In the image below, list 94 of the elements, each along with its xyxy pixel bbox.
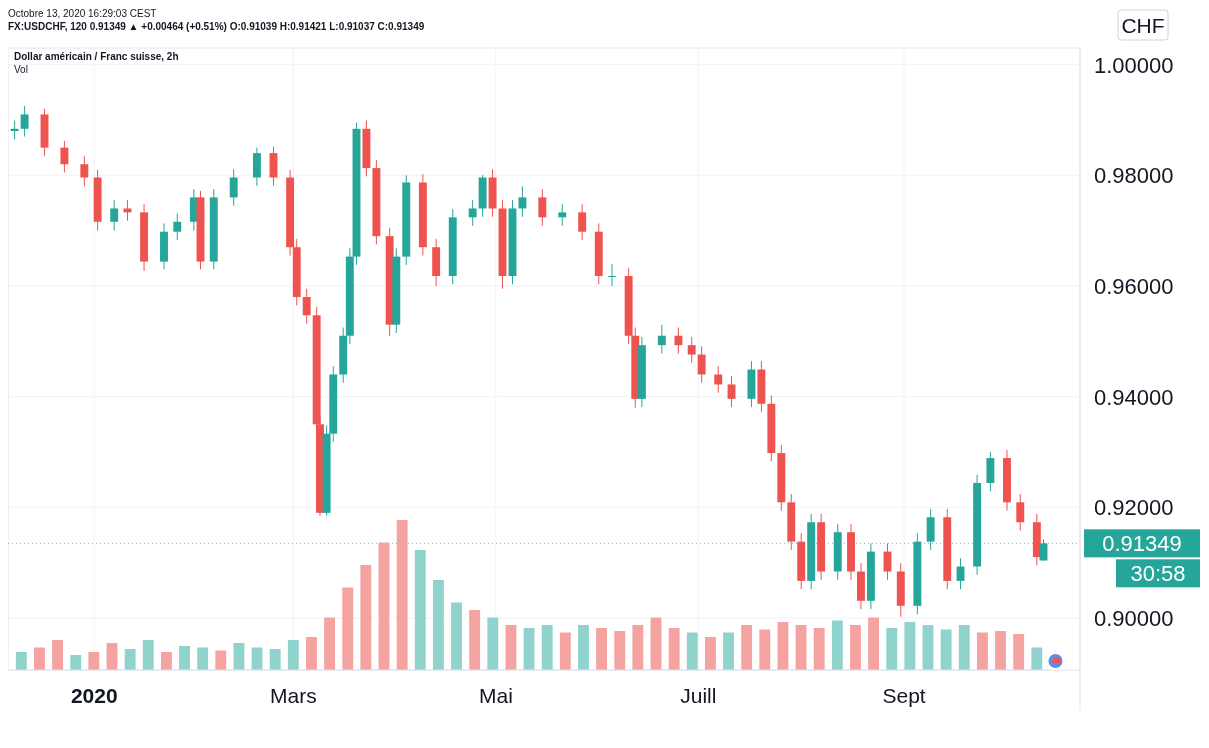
text: 30:58 [1130,561,1186,587]
candlestick [173,212,182,241]
candlestick [558,203,567,227]
bar [142,640,154,670]
candlestick [657,324,666,354]
bar [269,649,281,670]
bar [160,652,172,670]
candlestick [60,140,69,174]
candlestick [80,155,89,187]
bar [686,632,698,670]
candlestick [518,185,527,218]
bar [360,565,372,670]
bar [124,649,136,670]
bar [306,637,317,670]
bar [287,640,299,670]
chart-title: Dollar américain / Franc suisse, 2h [14,51,179,62]
bar [233,643,245,670]
bar [414,550,426,670]
candlestick [468,199,477,227]
y-tick-label: 0.90000 [1094,605,1174,631]
chart-subtitle: FX:USDCHF, 120 0.91349 ▲ +0.00464 (+0.51%) O:0.91039 H:0.91421 L:0.91037 C:0.91349 [8,21,425,32]
text: CHF [1121,14,1165,37]
bar [850,625,861,670]
bar [215,650,227,670]
candlestick [538,188,547,227]
bar [378,542,390,670]
candlestick [229,168,238,207]
bar [324,617,336,670]
bar [88,652,100,670]
bar [179,646,190,670]
bar [1013,634,1025,670]
bar [958,625,970,670]
bar [451,602,462,670]
bar [668,628,680,670]
candlestick [674,326,683,354]
candlestick [608,263,616,287]
y-tick-label: 0.94000 [1094,384,1174,410]
bar [487,617,499,670]
bar [976,632,988,670]
candlestick [578,203,587,241]
bar [342,587,354,670]
bar [1031,647,1043,670]
bar [559,632,571,670]
bar [396,520,408,670]
bar [197,647,209,670]
candlestick [687,336,696,364]
bar [578,625,589,670]
bar [70,655,82,670]
bar [469,610,481,670]
chart-title: Vol [14,64,28,75]
bar [940,629,952,670]
x-tick-label: Mars [270,684,317,707]
text: Octobre 13, 2020 16:29:03 CEST [8,8,157,19]
bar [831,620,843,670]
x-tick-label: Mai [478,684,513,707]
bar [523,628,535,670]
bar [505,625,517,670]
y-tick-label: 0.98000 [1094,163,1174,189]
bar [795,625,807,670]
bar [759,629,771,670]
candlestick [727,375,736,408]
x-tick-label: Juill [680,684,717,707]
bar [922,625,934,670]
bar [251,647,263,670]
bar [723,632,734,670]
bar [741,625,753,670]
bar [813,628,825,670]
bar [34,647,45,670]
bar [614,631,626,670]
bar [432,580,444,670]
bar [995,631,1006,670]
x-tick-label: 2020 [70,684,118,707]
candlestick [697,345,706,384]
bar [868,617,880,670]
bar [632,625,644,670]
candlestick [1016,493,1025,532]
candlestick [110,199,119,232]
bar [596,628,608,670]
bar [704,637,716,670]
bar [15,652,27,670]
bar [904,622,916,670]
candlestick [302,288,311,325]
bar [52,640,64,670]
y-tick-label: 0.96000 [1094,273,1174,299]
bar [777,622,789,670]
y-tick-label: 1.00000 [1094,52,1174,78]
y-tick-label: 0.92000 [1094,495,1174,521]
x-tick-label: Sept [882,684,926,707]
bar [541,625,553,670]
candlestick [123,199,132,222]
ref-line-label: 0.91349 [1102,531,1182,557]
candlestick [20,105,29,138]
candlestick [714,365,723,394]
bar [886,628,898,670]
